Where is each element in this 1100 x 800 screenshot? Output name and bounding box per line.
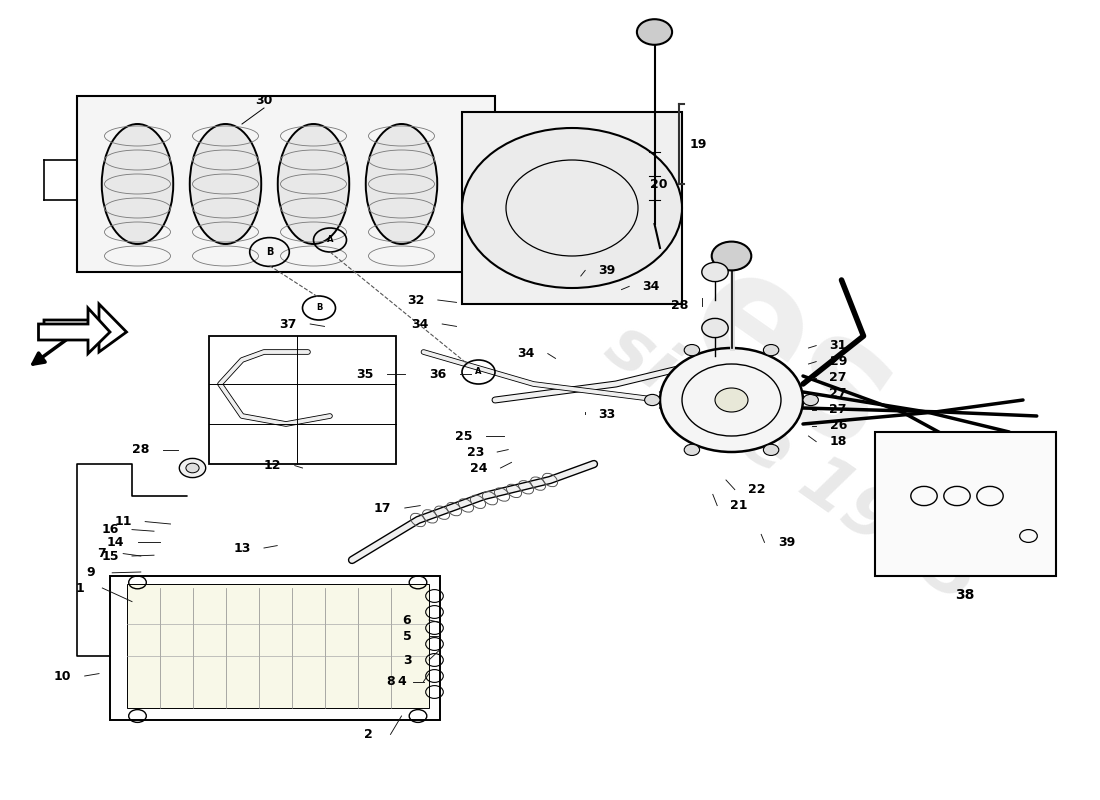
Text: 30: 30 <box>255 94 273 106</box>
Text: 13: 13 <box>233 542 251 554</box>
Text: 34: 34 <box>517 347 535 360</box>
Text: 35: 35 <box>356 368 374 381</box>
Bar <box>110 576 440 720</box>
Text: 26: 26 <box>829 419 847 432</box>
Text: 27: 27 <box>829 371 847 384</box>
Circle shape <box>660 348 803 452</box>
Ellipse shape <box>365 124 438 244</box>
Circle shape <box>645 394 660 406</box>
Text: 37: 37 <box>279 318 297 330</box>
Text: 1: 1 <box>76 582 85 594</box>
Text: A: A <box>327 235 333 245</box>
Text: 11: 11 <box>114 515 132 528</box>
Text: B: B <box>266 247 273 257</box>
Text: es: es <box>659 233 925 487</box>
Text: 38: 38 <box>956 588 975 602</box>
Text: 32: 32 <box>407 294 425 306</box>
Text: 34: 34 <box>642 280 660 293</box>
Text: since 1985: since 1985 <box>593 310 991 618</box>
Circle shape <box>715 388 748 412</box>
Bar <box>874 432 1056 576</box>
Ellipse shape <box>101 124 174 244</box>
Text: 36: 36 <box>429 368 447 381</box>
Text: B: B <box>316 303 322 313</box>
Text: 23: 23 <box>466 446 484 458</box>
Text: 12: 12 <box>264 459 282 472</box>
Text: 34: 34 <box>411 318 429 330</box>
Ellipse shape <box>190 124 262 244</box>
Text: A: A <box>475 367 482 377</box>
Text: 28: 28 <box>671 299 689 312</box>
Ellipse shape <box>278 124 350 244</box>
Text: 9: 9 <box>86 566 95 579</box>
Text: 31: 31 <box>829 339 847 352</box>
Circle shape <box>702 262 728 282</box>
Text: 5: 5 <box>403 630 411 642</box>
Circle shape <box>763 345 779 356</box>
Text: 8: 8 <box>386 675 395 688</box>
Text: 28: 28 <box>132 443 150 456</box>
Text: 27: 27 <box>829 403 847 416</box>
Text: 15: 15 <box>101 550 119 562</box>
Circle shape <box>712 242 751 270</box>
Text: 33: 33 <box>598 408 616 421</box>
Text: 10: 10 <box>54 670 72 682</box>
Circle shape <box>179 458 206 478</box>
Text: 29: 29 <box>829 355 847 368</box>
Circle shape <box>186 463 199 473</box>
Circle shape <box>637 19 672 45</box>
Bar <box>209 336 396 464</box>
Bar <box>462 112 682 304</box>
Circle shape <box>684 444 700 455</box>
Text: 22: 22 <box>748 483 766 496</box>
Text: 2: 2 <box>364 728 373 741</box>
Text: 4: 4 <box>397 675 406 688</box>
Text: 21: 21 <box>730 499 748 512</box>
Text: 7: 7 <box>97 547 106 560</box>
Circle shape <box>462 128 682 288</box>
Circle shape <box>702 318 728 338</box>
Text: 39: 39 <box>598 264 616 277</box>
Text: 16: 16 <box>101 523 119 536</box>
Text: 19: 19 <box>690 138 707 150</box>
Text: 6: 6 <box>403 614 411 626</box>
Text: 25: 25 <box>455 430 473 442</box>
Text: 39: 39 <box>778 536 795 549</box>
Circle shape <box>803 394 818 406</box>
Circle shape <box>763 444 779 455</box>
Text: 27: 27 <box>829 387 847 400</box>
Circle shape <box>684 345 700 356</box>
Text: 3: 3 <box>403 654 411 666</box>
Bar <box>126 584 429 708</box>
Text: 24: 24 <box>470 462 487 474</box>
Polygon shape <box>39 308 110 354</box>
Bar <box>77 96 495 272</box>
Text: 17: 17 <box>374 502 392 514</box>
Text: 14: 14 <box>107 536 124 549</box>
Text: 20: 20 <box>650 178 668 190</box>
Text: 18: 18 <box>829 435 847 448</box>
